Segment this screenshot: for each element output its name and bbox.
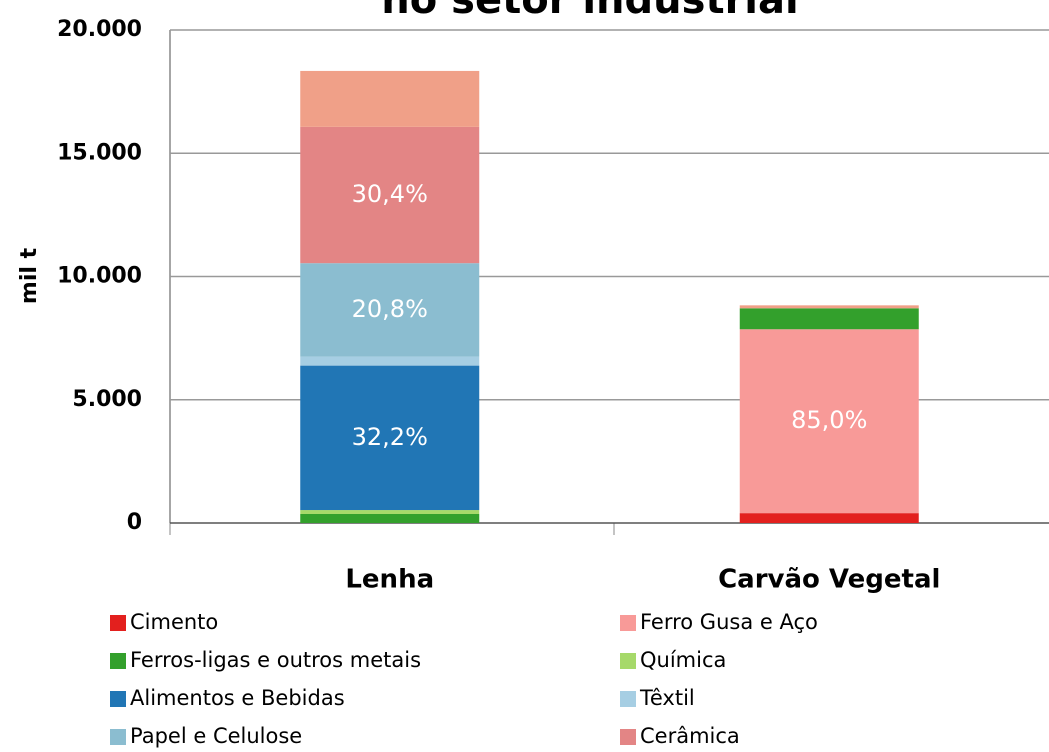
bar-segment [739, 513, 919, 523]
legend-label: Papel e Celulose [130, 724, 302, 748]
bar-segment [300, 365, 480, 511]
legend-swatch [110, 653, 126, 669]
legend-swatch [620, 691, 636, 707]
value-label: 20,8% [352, 295, 428, 323]
x-tick-label: Lenha [345, 565, 434, 595]
legend-label: Ferros-ligas e outros metais [130, 648, 421, 672]
y-tick-label: 10.000 [57, 264, 142, 289]
legend-label: Alimentos e Bebidas [130, 686, 345, 710]
legend-label: Cimento [130, 610, 218, 634]
bar-segment [300, 356, 480, 366]
legend-swatch [110, 691, 126, 707]
legend-label: Química [640, 648, 726, 672]
bar-segment [739, 305, 919, 309]
y-tick-label: 5.000 [72, 387, 142, 412]
y-tick-label: 20.000 [57, 17, 142, 42]
value-label: 32,2% [352, 423, 428, 451]
y-axis-label: mil t [17, 247, 42, 304]
legend-swatch [620, 615, 636, 631]
bar-segment [300, 263, 480, 357]
bar-segment [739, 308, 919, 330]
value-label: 85,0% [791, 406, 867, 434]
legend-label: Têxtil [639, 686, 695, 710]
legend-swatch [620, 653, 636, 669]
legend-label: Cerâmica [640, 724, 740, 748]
legend-swatch [110, 615, 126, 631]
value-label: 30,4% [352, 180, 428, 208]
legend-swatch [620, 729, 636, 745]
y-tick-label: 15.000 [57, 140, 142, 165]
chart-title: no setor industrial [381, 0, 798, 23]
bar-segment [300, 70, 480, 127]
legend-label: Ferro Gusa e Aço [640, 610, 818, 634]
bar-segment [300, 514, 480, 523]
bar-segment [300, 510, 480, 515]
y-tick-label: 0 [127, 510, 142, 535]
legend-swatch [110, 729, 126, 745]
bar-segment [739, 329, 919, 514]
bar-segment [300, 126, 480, 264]
x-tick-label: Carvão Vegetal [718, 565, 940, 595]
